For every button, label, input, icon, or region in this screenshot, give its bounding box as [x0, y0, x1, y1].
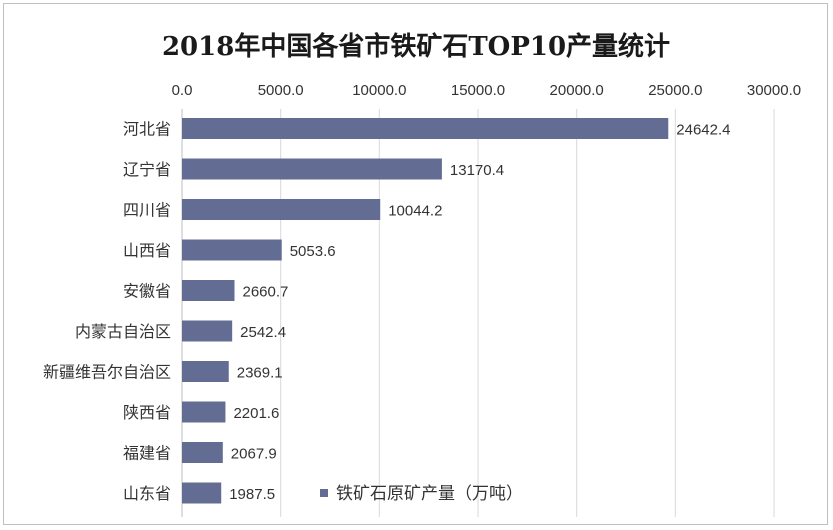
bar: [182, 320, 233, 342]
legend: 铁矿石原矿产量（万吨）: [320, 484, 523, 504]
data-label: 2067.9: [231, 446, 277, 463]
category-label: 辽宁省: [123, 160, 171, 179]
data-label: 10044.2: [388, 203, 442, 220]
data-label: 5053.6: [290, 243, 336, 260]
category-label: 陕西省: [123, 403, 171, 422]
chart-title: 2018年中国各省市铁矿石TOP10产量统计: [162, 31, 670, 62]
bar: [182, 361, 229, 382]
category-label: 河北省: [123, 120, 171, 139]
x-tick-label: 30000.0: [747, 82, 801, 99]
bar: [182, 280, 235, 301]
bar: [182, 199, 381, 220]
category-label: 四川省: [123, 201, 171, 220]
x-tick-label: 25000.0: [648, 82, 702, 99]
chart-frame: 2018年中国各省市铁矿石TOP10产量统计 0.0 5000.0 10000.0 1…: [3, 3, 828, 525]
data-label: 24642.4: [676, 122, 730, 139]
x-tick-label: 5000.0: [258, 82, 304, 99]
bar-chart: 2018年中国各省市铁矿石TOP10产量统计 0.0 5000.0 10000.0 1…: [43, 31, 802, 517]
bar: [182, 118, 669, 139]
data-label: 13170.4: [450, 162, 504, 179]
data-labels: 24642.4 13170.4 10044.2 5053.6 2660.7 2542.4 2…: [229, 122, 730, 504]
data-label: 2660.7: [243, 284, 289, 301]
bar: [182, 239, 282, 261]
bar: [182, 442, 223, 463]
x-tick-label: 15000.0: [451, 82, 505, 99]
bar: [182, 158, 442, 180]
category-label: 安徽省: [123, 282, 171, 301]
category-label: 福建省: [123, 444, 171, 463]
data-label: 2369.1: [237, 365, 283, 382]
data-label: 2201.6: [233, 405, 279, 422]
data-label: 2542.4: [240, 324, 286, 341]
data-label: 1987.5: [229, 486, 275, 503]
category-label: 山西省: [123, 241, 171, 260]
category-label: 山东省: [123, 484, 171, 503]
category-label: 内蒙古自治区: [75, 322, 171, 341]
bar: [182, 482, 222, 504]
category-label: 新疆维吾尔自治区: [43, 363, 171, 382]
legend-swatch: [320, 489, 328, 497]
x-tick-label: 20000.0: [550, 82, 604, 99]
x-tick-label: 0.0: [172, 82, 193, 99]
x-axis-ticks: 0.0 5000.0 10000.0 15000.0 20000.0 25000.0 300…: [172, 82, 802, 99]
bar: [182, 401, 226, 423]
legend-label: 铁矿石原矿产量（万吨）: [336, 484, 523, 504]
bars: [182, 118, 669, 504]
x-tick-label: 10000.0: [352, 82, 406, 99]
